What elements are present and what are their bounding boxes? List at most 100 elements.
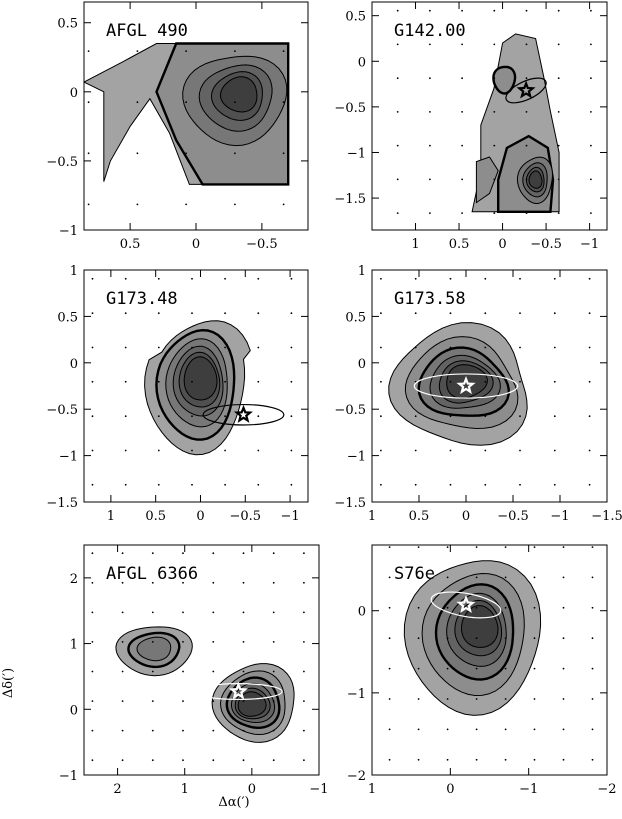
grid-dot (475, 576, 478, 579)
grid-dot (414, 277, 417, 280)
grid-dot (590, 111, 592, 113)
grid-dot (557, 144, 560, 147)
grid-dot (417, 667, 420, 670)
grid-dot (553, 380, 556, 383)
grid-dot (417, 698, 420, 700)
grid-dot (121, 700, 124, 702)
contour-line-4 (438, 360, 494, 404)
y-tick-label: −1 (59, 769, 78, 784)
grid-dot (272, 552, 275, 555)
grid-dot (449, 415, 452, 418)
grid-dots-afgl6366 (91, 552, 305, 762)
contour-line-4 (516, 156, 554, 204)
grid-dot (414, 346, 417, 349)
grid-dot (212, 729, 215, 732)
frame-g17358 (371, 269, 608, 503)
grid-dot (493, 77, 496, 80)
grid-dot (504, 667, 507, 670)
y-tick-label: 2 (70, 572, 78, 587)
contour-line-1 (492, 65, 517, 95)
y-tick-label: −1 (59, 224, 78, 239)
grid-dot (590, 43, 592, 46)
grid-dot (562, 758, 565, 761)
grid-dot (212, 759, 215, 762)
grid-dot (557, 178, 560, 181)
x-tick-label: 0.5 (449, 237, 470, 252)
grid-dot (91, 415, 94, 418)
grid-dot (157, 312, 160, 315)
contour-line-8 (237, 691, 267, 717)
grid-dot (591, 698, 594, 700)
error-ellipse-g142 (505, 77, 547, 104)
grid-dot (290, 346, 293, 349)
grid-dot (493, 144, 496, 147)
grid-dot (396, 77, 399, 80)
grid-dot (91, 277, 94, 280)
grid-dot (591, 758, 594, 761)
grid-dot (290, 380, 293, 383)
x-tick-label: 0.5 (409, 509, 430, 524)
grid-dot (224, 380, 227, 383)
grid-dot (91, 380, 94, 383)
contour-line-3 (172, 345, 224, 417)
grid-dot (91, 483, 94, 486)
grid-dot (525, 212, 528, 215)
contour-line-2 (434, 583, 515, 681)
y-tick-label: −1 (347, 450, 366, 465)
contours-g142 (471, 33, 560, 213)
grid-dot (136, 50, 139, 52)
x-tick-label: −1.5 (591, 509, 622, 524)
grid-dot (446, 576, 449, 579)
grid-dot (272, 700, 275, 702)
x-tick-label: 1 (181, 782, 189, 797)
y-tick-label: 0 (70, 357, 78, 372)
contour-fill-2 (137, 637, 171, 661)
grid-dot (272, 670, 275, 673)
grid-dot (396, 212, 399, 215)
grid-dot (257, 449, 260, 452)
grid-dot (242, 700, 245, 702)
x-tick-label: 1 (411, 237, 419, 252)
grid-dot (493, 212, 496, 215)
grid-dot (461, 9, 463, 12)
grid-dot (121, 581, 124, 584)
grid-dot (475, 606, 478, 609)
grid-dot (525, 111, 528, 113)
grid-dot (224, 415, 227, 418)
grid-dot (461, 111, 463, 113)
grid-dot (396, 178, 399, 181)
contour-fill-1 (493, 66, 516, 94)
grid-dot (124, 346, 127, 349)
contour-line-0 (144, 320, 251, 456)
grid-dot (388, 758, 391, 761)
grid-dot (461, 178, 463, 181)
grid-dot (449, 483, 452, 486)
panel-afgl490: 0.5 0 −0.5 0.5 0 −0.5 −1 AFGL 490 (46, 1, 309, 252)
x-tick-label: 0 (248, 782, 256, 797)
grid-dot (533, 606, 536, 609)
grid-dot (588, 449, 591, 452)
contour-line-4 (178, 351, 221, 408)
grid-dot (504, 576, 507, 579)
x-tick-label: 1 (368, 509, 376, 524)
grid-dot (475, 637, 478, 640)
contour-line-4 (454, 599, 503, 657)
source-star-g17358 (456, 375, 476, 395)
y-tick-label: −0.5 (46, 403, 78, 418)
grid-dot (91, 700, 94, 702)
grid-dot (157, 449, 160, 452)
error-ellipse-g17348 (202, 403, 285, 426)
contour-line-3 (429, 354, 501, 409)
grid-dot (484, 346, 487, 349)
grid-dot (553, 346, 556, 349)
y-tick-label: 1 (70, 638, 78, 653)
source-star-g17348 (233, 404, 253, 423)
grid-dot (136, 203, 139, 206)
grid-dot (417, 576, 420, 579)
x-tick-label: 1 (107, 509, 115, 524)
grid-dot (151, 581, 154, 584)
grid-dot (234, 101, 236, 104)
y-tick-label: 0.5 (57, 310, 78, 325)
grid-dot (388, 546, 391, 548)
